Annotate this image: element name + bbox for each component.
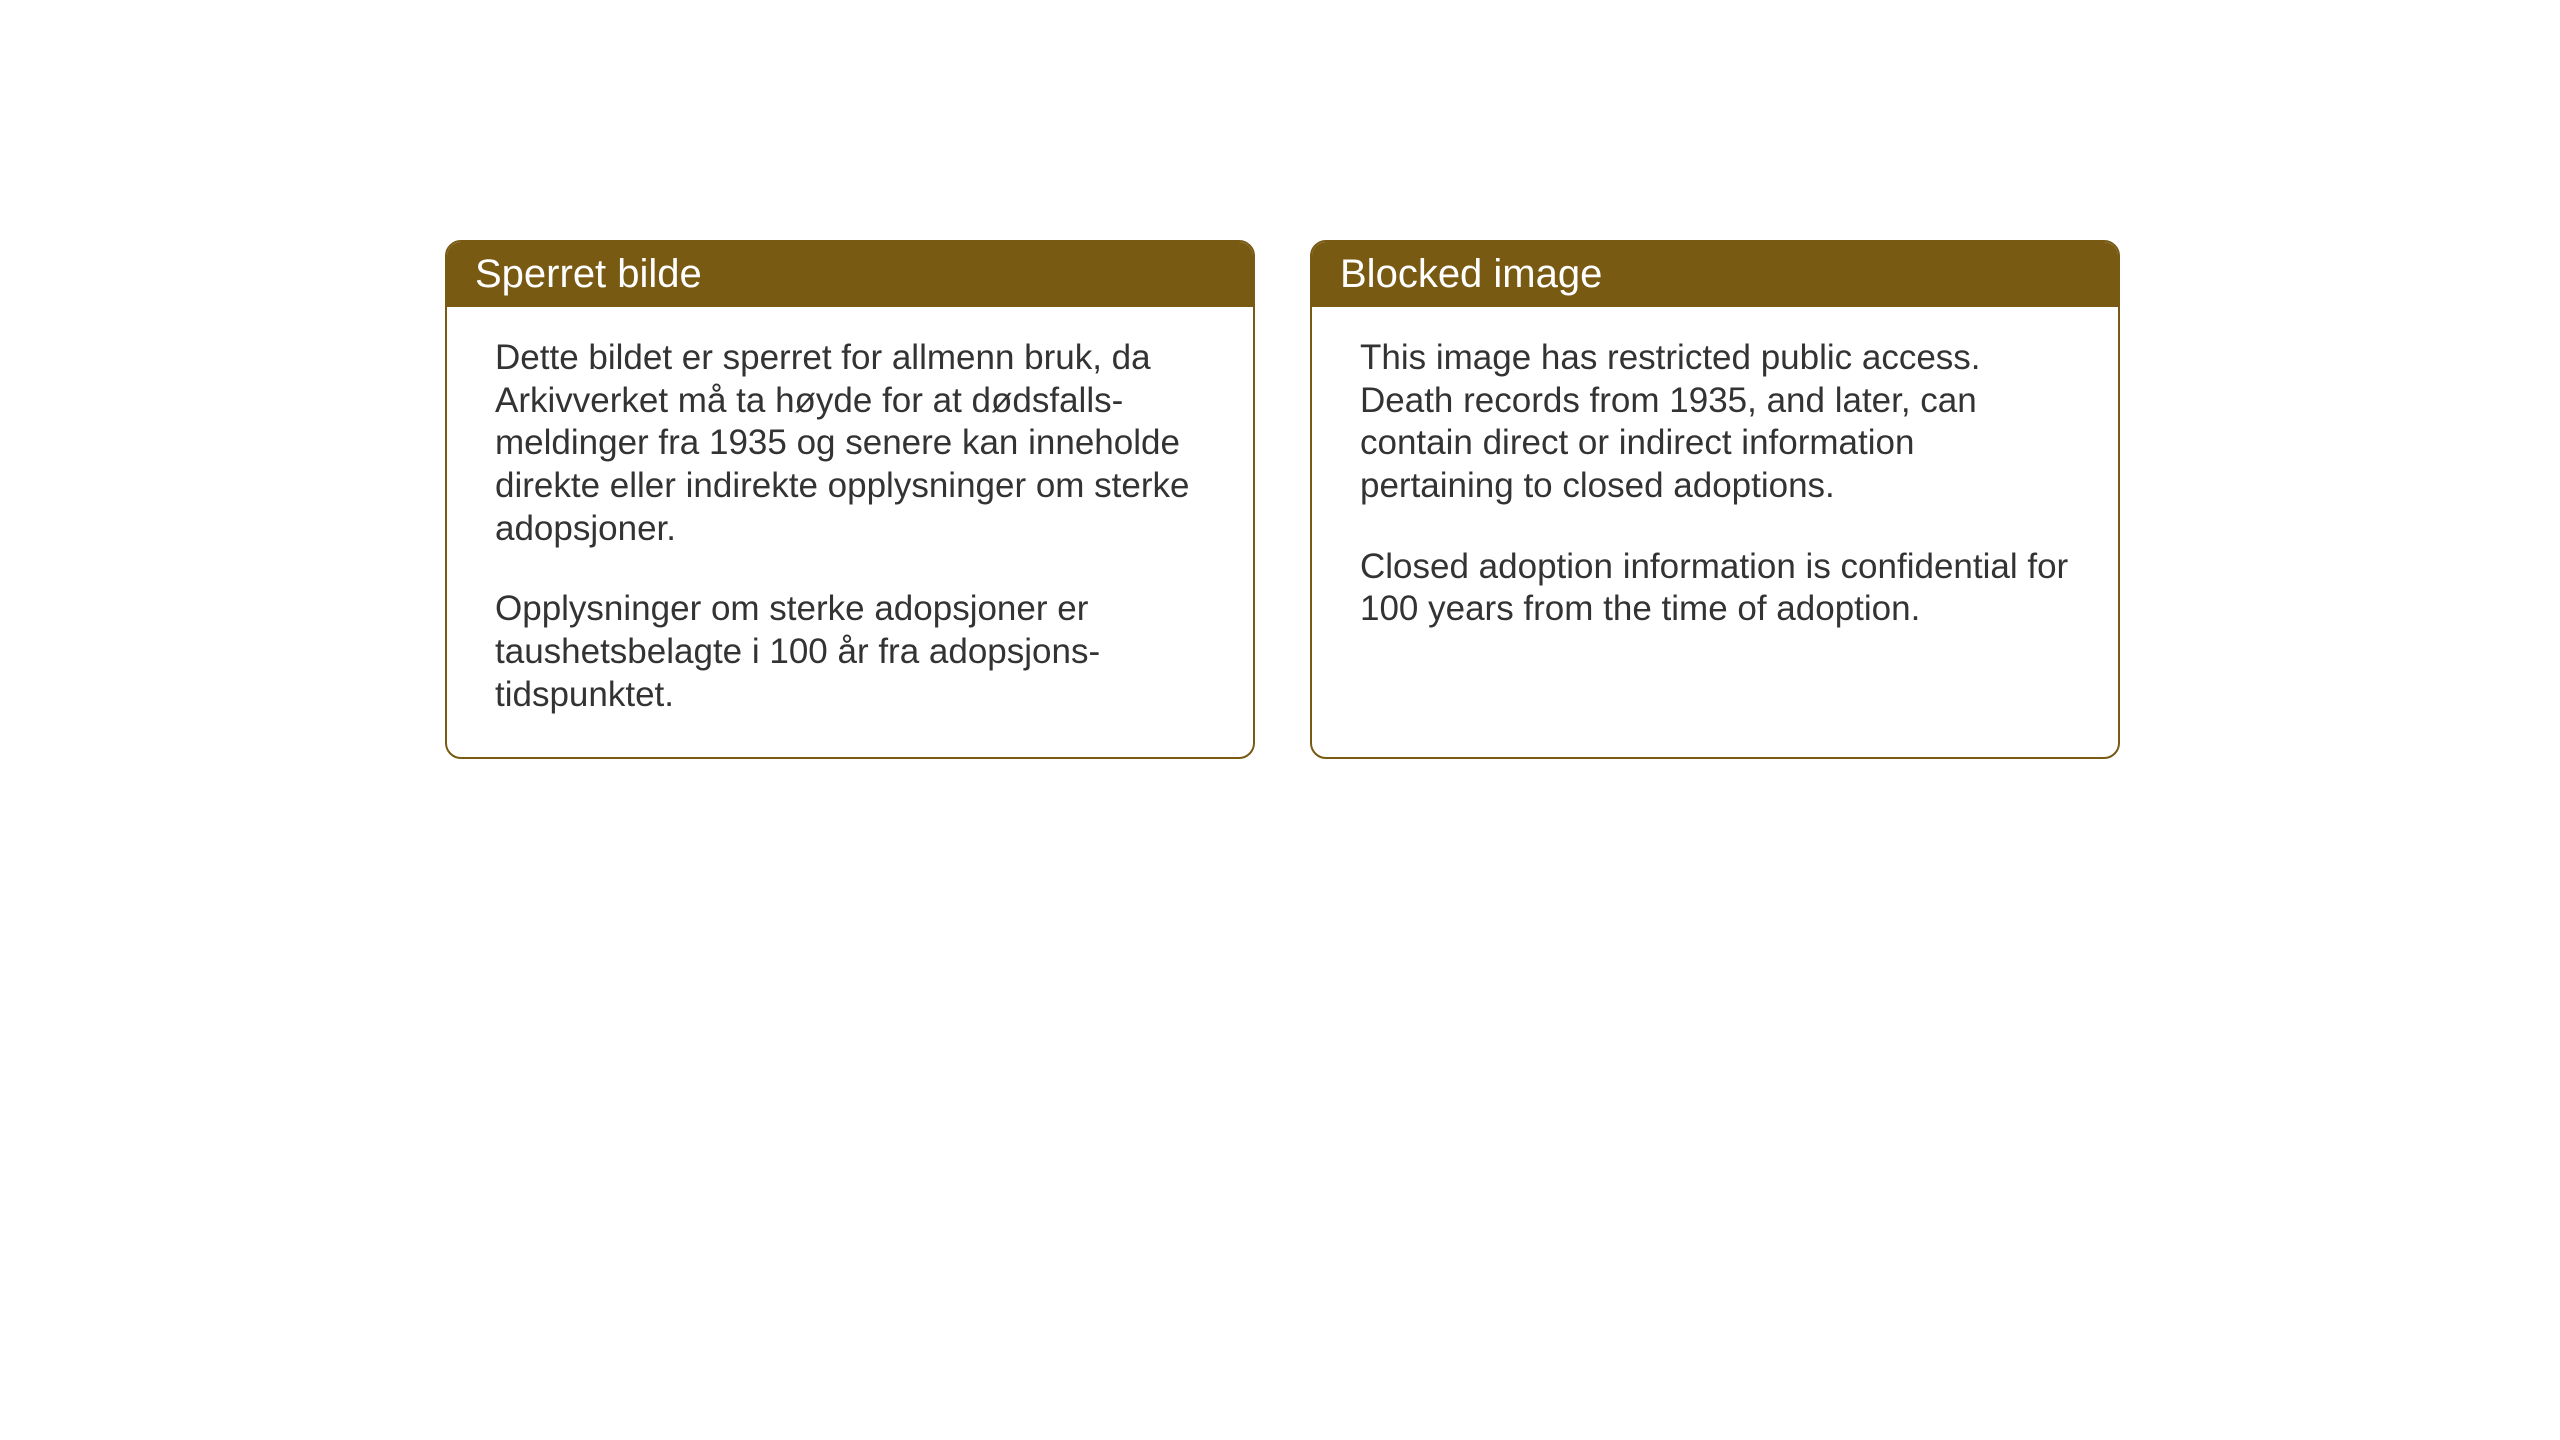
norwegian-card-title: Sperret bilde (447, 242, 1253, 307)
norwegian-notice-card: Sperret bilde Dette bildet er sperret fo… (445, 240, 1255, 759)
notice-container: Sperret bilde Dette bildet er sperret fo… (445, 240, 2120, 759)
norwegian-paragraph-2: Opplysninger om sterke adopsjoner er tau… (495, 588, 1205, 716)
norwegian-card-body: Dette bildet er sperret for allmenn bruk… (447, 307, 1253, 757)
english-notice-card: Blocked image This image has restricted … (1310, 240, 2120, 759)
english-paragraph-1: This image has restricted public access.… (1360, 337, 2070, 508)
english-card-body: This image has restricted public access.… (1312, 307, 2118, 671)
english-paragraph-2: Closed adoption information is confident… (1360, 546, 2070, 631)
english-card-title: Blocked image (1312, 242, 2118, 307)
norwegian-paragraph-1: Dette bildet er sperret for allmenn bruk… (495, 337, 1205, 550)
